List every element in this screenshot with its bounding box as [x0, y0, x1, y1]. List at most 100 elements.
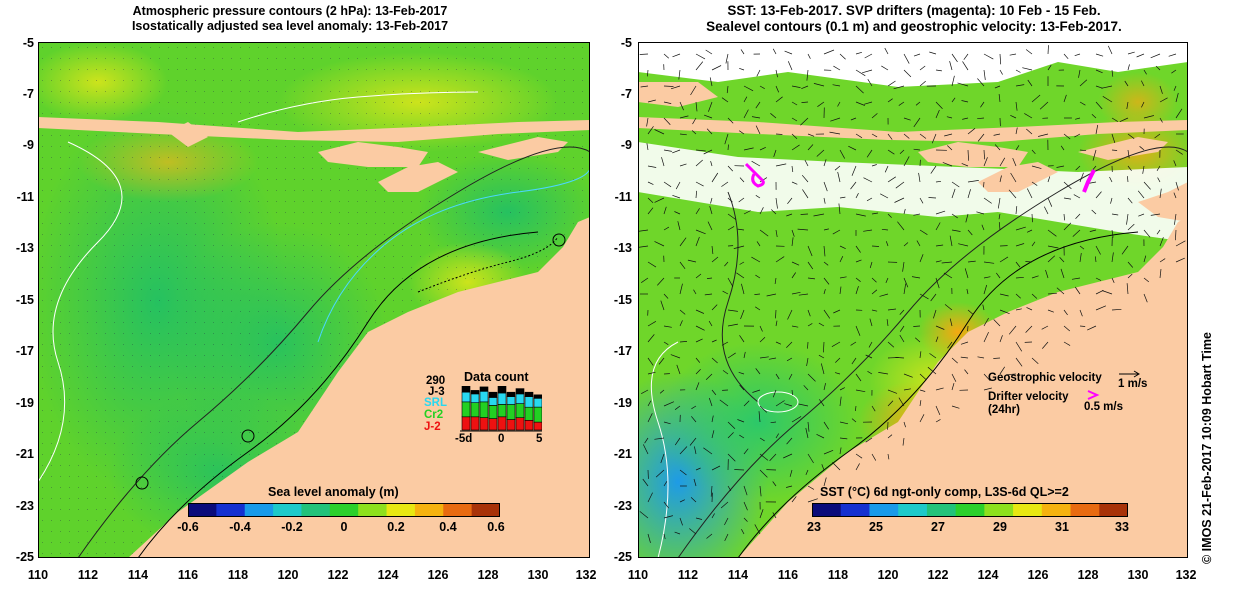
right-colorbar-swatch: [1041, 503, 1072, 517]
left-ytick-11: -25: [15, 550, 34, 564]
data-count-bar-srl: [506, 396, 516, 405]
data-count-xlabel-2: 0: [498, 433, 505, 445]
right-ytick-4: -11: [614, 190, 632, 204]
right-colorbar-swatch: [926, 503, 957, 517]
right-colorbar-label-6: 33: [1115, 520, 1129, 534]
left-xtick-4: 116: [177, 568, 199, 582]
data-count-bar-cr2: [515, 403, 525, 419]
data-count-series-j2: J-2: [424, 421, 441, 433]
right-xtick-2: 112: [677, 568, 699, 582]
data-count-bar-srl: [524, 396, 534, 408]
left-ytick-8: -19: [15, 396, 34, 410]
left-xtick-10: 128: [477, 568, 499, 582]
data-count-bar-j3: [506, 391, 516, 397]
data-count-bar-j3: [533, 394, 542, 399]
data-count-series-cr2: Cr2: [424, 409, 444, 421]
data-count-bar-srl: [533, 398, 542, 408]
left-xtick-6: 120: [277, 568, 299, 582]
left-ytick-6: -15: [15, 293, 34, 307]
data-count-bar-srl: [461, 391, 471, 403]
data-count-bar-cr2: [524, 406, 534, 421]
left-colorbar-label-2: -0.4: [229, 520, 251, 534]
right-colorbar: [812, 503, 1128, 517]
left-xtick-8: 124: [377, 568, 399, 582]
data-count-bar-srl: [479, 391, 489, 403]
right-colorbar-swatch: [1013, 503, 1043, 517]
left-colorbar-swatch: [386, 503, 416, 517]
data-count-bar-j3: [515, 388, 525, 395]
right-colorbar-label-5: 31: [1055, 520, 1069, 534]
data-count-bar-j2: [488, 418, 498, 431]
left-xtick-11: 130: [527, 568, 549, 582]
data-count-bar-j3: [524, 391, 534, 397]
right-colorbar-label-2: 25: [869, 520, 883, 534]
drifter-velocity-label: Drifter velocity: [988, 391, 1069, 403]
left-colorbar-swatch: [273, 503, 303, 517]
right-colorbar-swatch: [840, 503, 871, 517]
left-colorbar-title: Sea level anomaly (m): [268, 485, 399, 499]
data-count-bar-cr2: [533, 406, 542, 423]
left-colorbar: [188, 503, 500, 517]
data-count-bar-cr2: [461, 401, 471, 418]
left-xtick-12: 132: [575, 568, 597, 582]
left-xtick-1: 110: [27, 568, 49, 582]
left-colorbar-swatch: [414, 503, 444, 517]
data-count-bar-j2: [470, 416, 480, 431]
left-colorbar-swatch: [358, 503, 388, 517]
right-xtick-12: 132: [1175, 568, 1197, 582]
left-colorbar-swatch: [216, 503, 246, 517]
right-ytick-1: -5: [620, 36, 632, 50]
left-colorbar-swatch: [301, 503, 331, 517]
data-count-bar-j2: [497, 416, 507, 431]
right-colorbar-swatch: [955, 503, 985, 517]
left-xtick-3: 114: [127, 568, 149, 582]
right-xtick-6: 120: [877, 568, 899, 582]
data-count-bar-j3: [470, 390, 480, 395]
left-colorbar-label-3: -0.2: [281, 520, 303, 534]
data-count-max: 290: [426, 375, 446, 387]
left-sea-level-map: [38, 42, 590, 558]
data-count-bar-j2: [515, 417, 525, 431]
data-count-bar-j2: [461, 416, 471, 431]
left-colorbar-label-7: 0.6: [487, 520, 505, 534]
left-ytick-2: -7: [22, 87, 34, 101]
geostrophic-velocity-label: Geostrophic velocity: [988, 372, 1102, 384]
right-xtick-11: 130: [1127, 568, 1149, 582]
left-colorbar-label-1: -0.6: [177, 520, 199, 534]
left-colorbar-swatch: [244, 503, 274, 517]
data-count-xlabel-1: -5d: [455, 433, 473, 445]
data-count-bar-cr2: [488, 405, 498, 419]
right-colorbar-swatch: [869, 503, 899, 517]
data-count-series-srl: SRL: [424, 397, 447, 409]
right-title-line-1: SST: 13-Feb-2017. SVP drifters (magenta)…: [727, 3, 1101, 18]
data-count-bar-cr2: [497, 404, 507, 418]
data-count-chart: [460, 386, 542, 432]
right-xtick-1: 110: [627, 568, 649, 582]
data-count-bar-j2: [524, 419, 534, 431]
right-ytick-9: -21: [613, 447, 632, 461]
drifter-scale-arrow: [1087, 390, 1100, 400]
right-title-line-2: Sealevel contours (0.1 m) and geostrophi…: [706, 19, 1122, 34]
left-ytick-5: -13: [15, 241, 34, 255]
data-count-bar-j3: [497, 386, 507, 394]
right-ytick-6: -15: [613, 293, 632, 307]
data-count-bar-j2: [479, 417, 489, 431]
left-colorbar-swatch: [443, 503, 473, 517]
left-ytick-1: -5: [22, 36, 34, 50]
data-count-bar-srl: [497, 392, 507, 405]
right-ytick-7: -17: [613, 344, 632, 358]
left-ytick-10: -23: [15, 499, 34, 513]
right-colorbar-label-4: 29: [993, 520, 1007, 534]
data-count-bar-j2: [506, 419, 516, 431]
left-ytick-9: -21: [15, 447, 34, 461]
left-xtick-5: 118: [227, 568, 249, 582]
right-colorbar-swatch: [1099, 503, 1128, 517]
left-xtick-7: 122: [327, 568, 349, 582]
left-ytick-4: -11: [16, 190, 34, 204]
imos-credit: © IMOS 21-Feb-2017 10:09 Hobart Time: [1200, 332, 1214, 564]
right-colorbar-swatch: [984, 503, 1014, 517]
right-colorbar-swatch: [898, 503, 928, 517]
left-colorbar-label-4: 0: [340, 520, 348, 534]
left-colorbar-label-6: 0.4: [439, 520, 457, 534]
data-count-bar-cr2: [506, 404, 516, 420]
